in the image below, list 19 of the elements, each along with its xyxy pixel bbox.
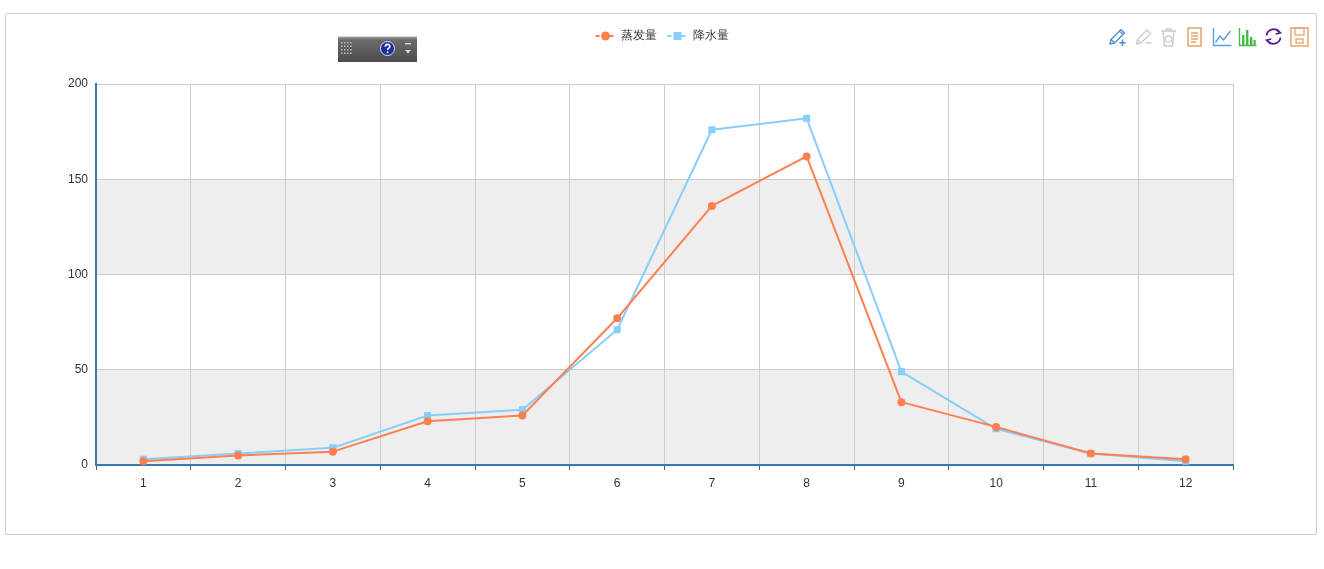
x-tick-label: 4 [424,475,432,490]
x-tick-label: 5 [519,475,527,490]
x-tick-label: 6 [613,475,621,490]
x-tick-label: 3 [329,475,337,490]
legend-label: 降水量 [692,28,729,43]
x-tick-label: 11 [1084,475,1098,490]
x-tick-label: 9 [898,475,906,490]
y-tick-label: 0 [81,457,89,472]
y-tick-label: 150 [67,171,89,186]
x-tick-label: 2 [234,475,242,490]
x-tick-label: 8 [803,475,811,490]
y-tick-label: 200 [67,76,89,91]
x-tick-label: 10 [989,475,1004,490]
y-tick-label: 100 [67,266,89,281]
x-tick-label: 1 [140,475,148,490]
x-tick-label: 12 [1178,475,1193,490]
x-tick-label: 7 [708,475,716,490]
y-tick-label: 50 [74,362,89,377]
legend-label: 蒸发量 [620,28,657,43]
